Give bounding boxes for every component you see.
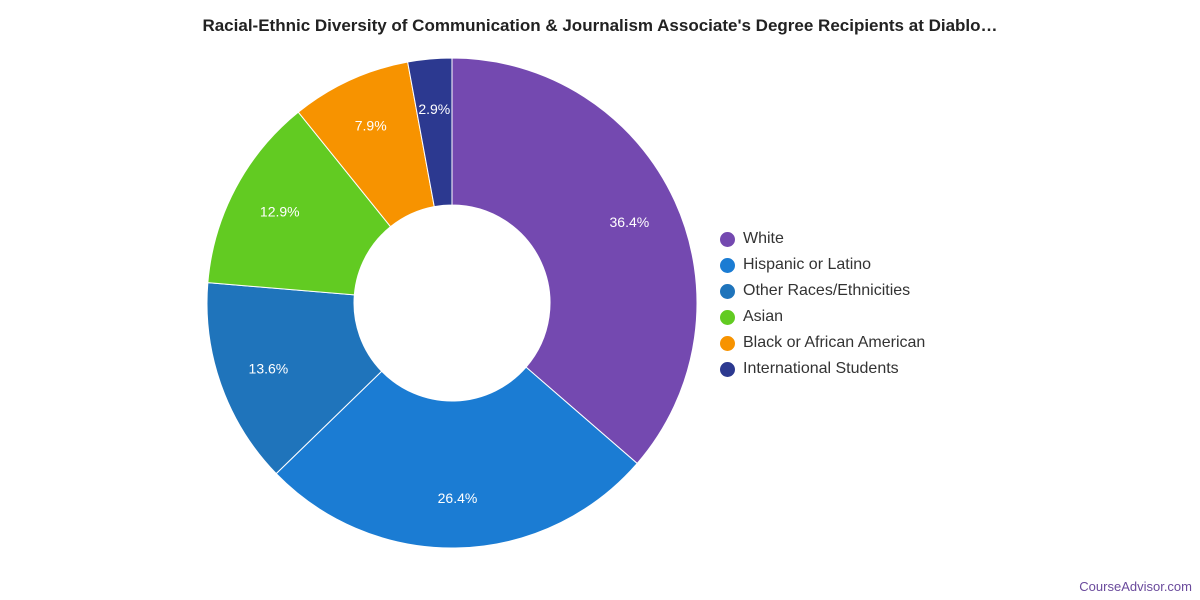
chart-legend: White Hispanic or Latino Other Races/Ethni…: [720, 226, 925, 382]
legend-swatch-icon: [720, 257, 735, 273]
slice-label-asian: 12.9%: [260, 204, 300, 220]
slice-hispanic-or-latino[interactable]: [275, 366, 638, 549]
slice-white[interactable]: [451, 57, 698, 465]
legend-label: Hispanic or Latino: [743, 256, 872, 273]
legend-item-hispanic-or-latino[interactable]: Hispanic or Latino: [720, 252, 925, 278]
legend-swatch-icon: [720, 283, 735, 299]
legend-swatch-icon: [720, 361, 735, 377]
legend-item-international-students[interactable]: International Students: [720, 356, 925, 382]
legend-item-black-or-african-american[interactable]: Black or African American: [720, 330, 925, 356]
donut-slice-labels: 36.4% 26.4% 13.6% 12.9% 7.9% 2.9%: [249, 101, 650, 506]
chart-title: Racial-Ethnic Diversity of Communication…: [202, 16, 998, 35]
donut-slices: [206, 57, 698, 549]
legend-item-asian[interactable]: Asian: [720, 304, 925, 330]
slice-international-students[interactable]: [407, 57, 453, 208]
legend-swatch-icon: [720, 335, 735, 351]
slice-label-international-students: 2.9%: [418, 101, 450, 117]
legend-label: White: [743, 230, 784, 247]
legend-label: International Students: [743, 360, 899, 377]
slice-label-black-or-african-american: 7.9%: [355, 118, 387, 134]
legend-item-other-races-ethnicities[interactable]: Other Races/Ethnicities: [720, 278, 925, 304]
slice-label-other-races-ethnicities: 13.6%: [249, 361, 289, 377]
legend-item-white[interactable]: White: [720, 226, 925, 252]
legend-label: Other Races/Ethnicities: [743, 282, 911, 299]
legend-swatch-icon: [720, 309, 735, 325]
slice-label-white: 36.4%: [610, 214, 650, 230]
slice-asian[interactable]: [207, 111, 392, 296]
legend-label: Asian: [743, 308, 784, 325]
brand-link[interactable]: CourseAdvisor.com: [1079, 579, 1192, 594]
legend-swatch-icon: [720, 231, 735, 247]
legend-label: Black or African American: [743, 334, 926, 351]
slice-other-races-ethnicities[interactable]: [206, 282, 383, 475]
slice-label-hispanic-or-latino: 26.4%: [438, 490, 478, 506]
